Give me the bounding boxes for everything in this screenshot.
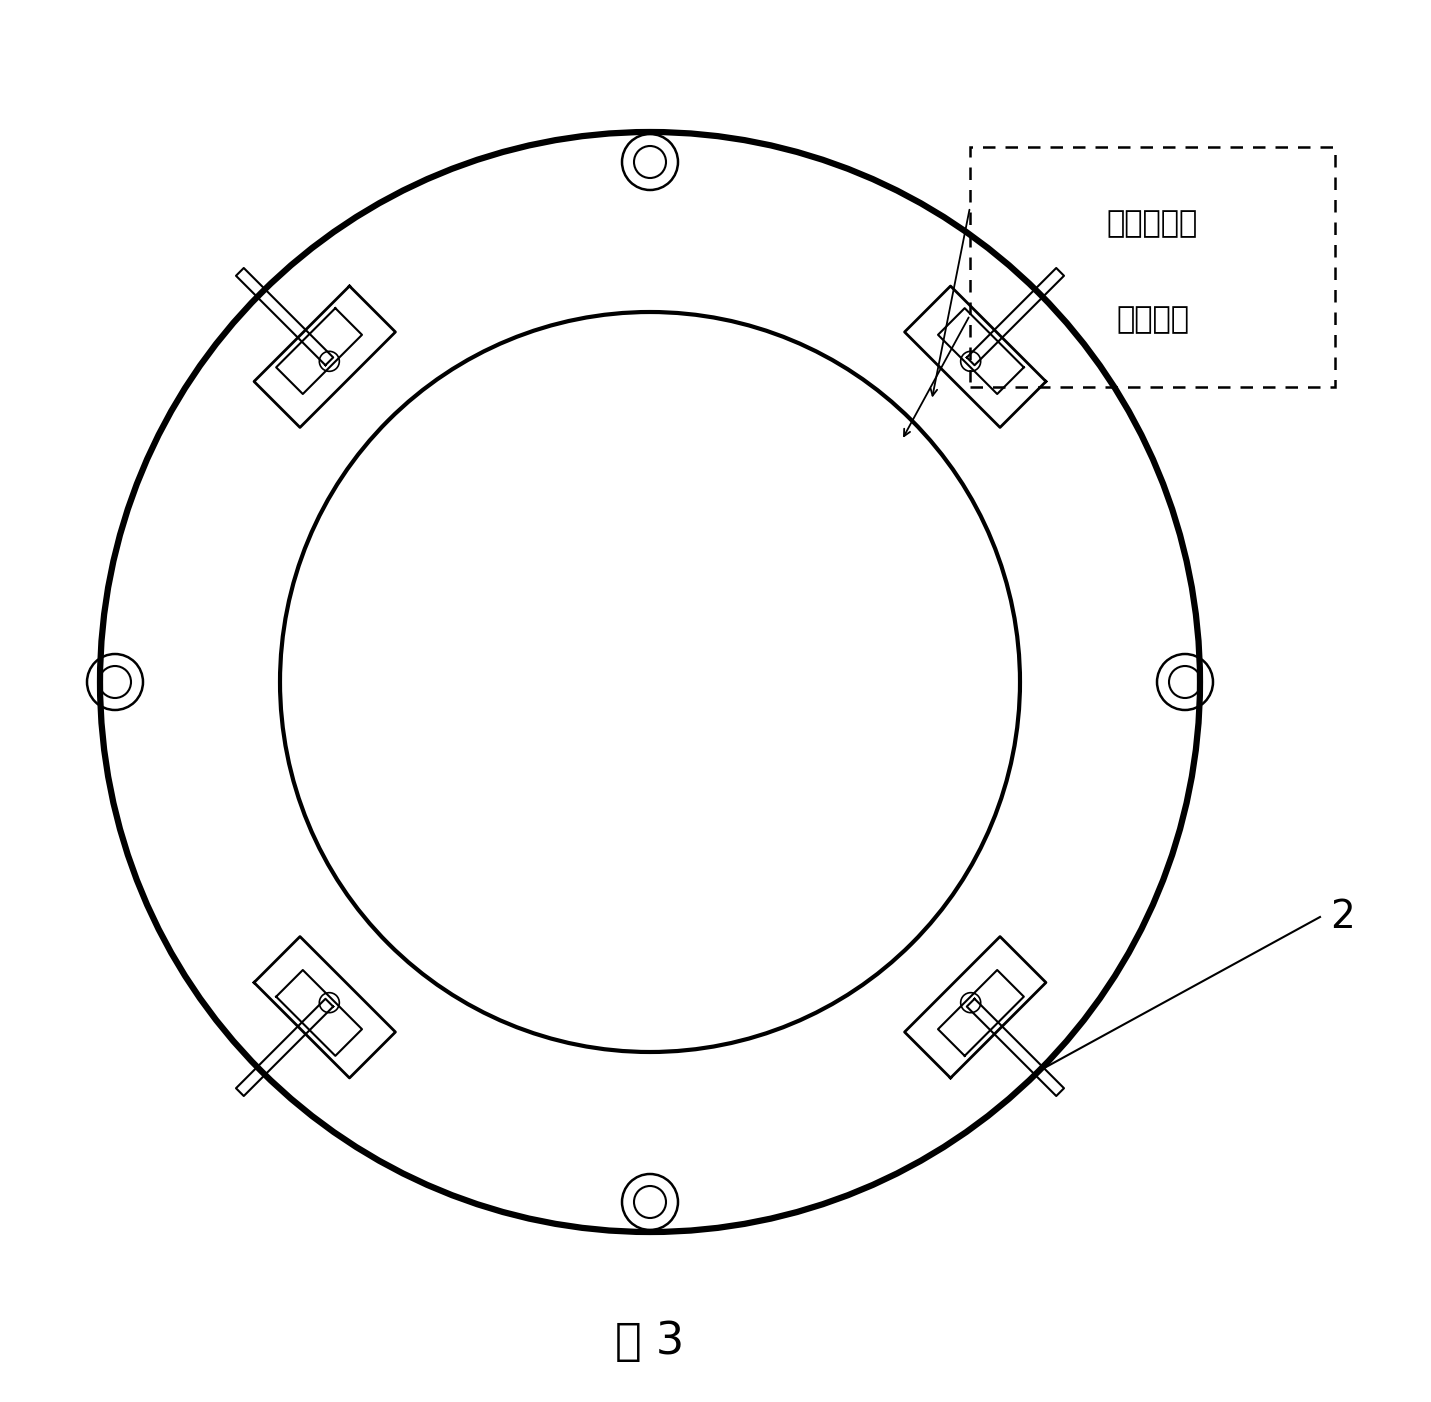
Text: 2: 2 <box>1329 899 1355 937</box>
Text: 被固定待清: 被固定待清 <box>1106 209 1198 238</box>
Text: 图 3: 图 3 <box>615 1321 684 1364</box>
Text: 洗的探针: 洗的探针 <box>1116 306 1189 334</box>
